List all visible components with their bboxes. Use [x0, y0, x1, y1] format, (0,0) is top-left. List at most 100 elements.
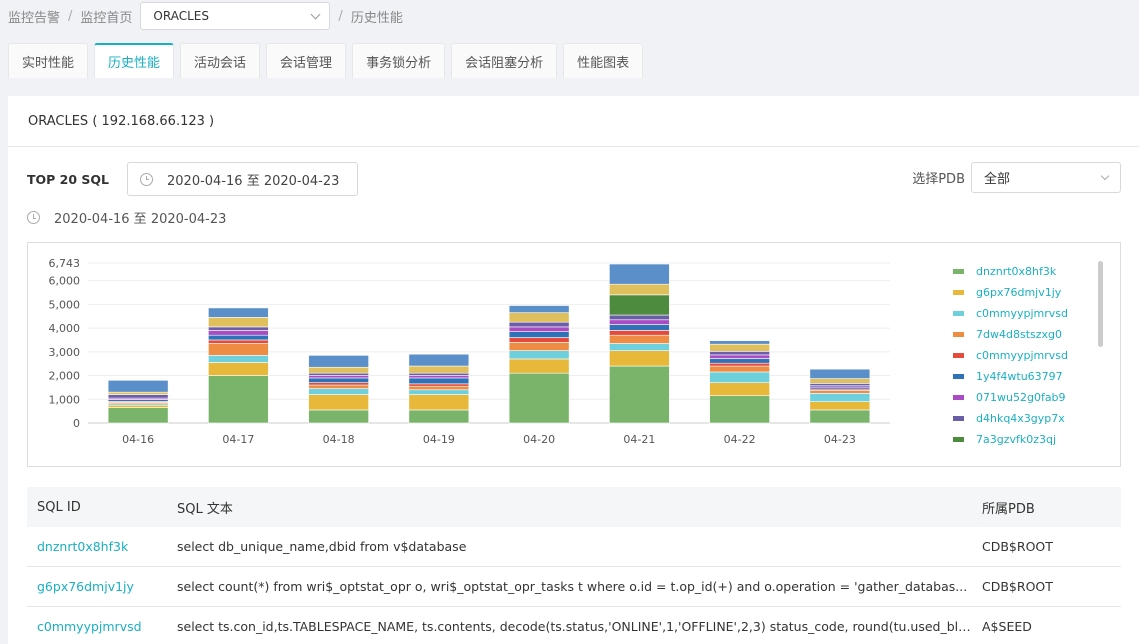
bar-segment[interactable]	[408, 409, 470, 424]
bar-segment[interactable]	[308, 366, 369, 374]
column-header-sql-text[interactable]: SQL 文本	[177, 501, 233, 517]
bar-segment[interactable]	[809, 383, 871, 387]
legend-item[interactable]: c0mmyypjmrvsd	[953, 303, 1083, 324]
tab-transaction-lock-analysis[interactable]: 事务锁分析	[352, 43, 446, 78]
bar-segment[interactable]	[709, 365, 770, 373]
bar-segment[interactable]	[609, 350, 670, 367]
tab-realtime-performance[interactable]: 实时性能	[8, 43, 89, 78]
bar-segment[interactable]	[809, 393, 871, 402]
sql-id-link[interactable]: g6px76dmjv1jy	[37, 579, 134, 594]
bar-segment[interactable]	[208, 330, 269, 336]
bar-segment[interactable]	[609, 283, 670, 296]
bar-segment[interactable]	[308, 382, 369, 386]
bar-segment[interactable]	[809, 409, 871, 424]
breadcrumb-link-alerts[interactable]: 监控告警	[8, 10, 61, 26]
bar-segment[interactable]	[408, 377, 470, 385]
bar-segment[interactable]	[508, 358, 570, 374]
bar-segment[interactable]	[709, 343, 770, 352]
bar-segment[interactable]	[609, 343, 670, 351]
bar-segment[interactable]	[308, 375, 369, 379]
legend-item[interactable]: 071wu52g0fab9	[953, 387, 1083, 408]
bar-segment[interactable]	[308, 394, 369, 411]
bar-segment[interactable]	[408, 383, 470, 387]
bar-segment[interactable]	[709, 340, 770, 345]
legend-item[interactable]: c0mmyypjmrvsd	[953, 345, 1083, 366]
bar-segment[interactable]	[809, 401, 871, 411]
breadcrumb-link-home[interactable]: 监控首页	[80, 10, 133, 26]
bar-segment[interactable]	[609, 330, 670, 336]
bar-segment[interactable]	[709, 395, 770, 424]
bar-segment[interactable]	[107, 391, 169, 395]
sql-id-link[interactable]: dnznrt0x8hf3k	[37, 539, 129, 554]
bar-segment[interactable]	[208, 362, 269, 376]
bar-segment[interactable]	[408, 394, 470, 411]
bar-segment[interactable]	[609, 324, 670, 331]
column-header-pdb[interactable]: 所属PDB	[982, 501, 1035, 517]
legend-item[interactable]: 1y4f4wtu63797	[953, 366, 1083, 387]
bar-segment[interactable]	[609, 319, 670, 325]
bar-segment[interactable]	[508, 326, 570, 332]
bar-segment[interactable]	[308, 372, 369, 376]
bar-segment[interactable]	[709, 351, 770, 356]
bar-segment[interactable]	[208, 355, 269, 363]
bar-segment[interactable]	[508, 337, 570, 343]
bar-segment[interactable]	[809, 368, 871, 379]
tab-session-blocking-analysis[interactable]: 会话阻塞分析	[451, 43, 558, 78]
bar-segment[interactable]	[709, 371, 770, 383]
bar-segment[interactable]	[809, 378, 871, 384]
legend-item[interactable]: dnznrt0x8hf3k	[953, 261, 1083, 282]
legend-scrollbar[interactable]	[1098, 261, 1103, 347]
legend-item[interactable]: 7dw4d8stszxg0	[953, 324, 1083, 345]
bar-segment[interactable]	[508, 350, 570, 360]
pdb-select[interactable]: 全部	[971, 162, 1121, 193]
legend-item[interactable]: g6px76dmjv1jy	[953, 282, 1083, 303]
date-range-picker[interactable]: 2020-04-16 至 2020-04-23	[127, 162, 359, 196]
bar-segment[interactable]	[208, 375, 269, 424]
legend-item[interactable]: 7a3gzvfk0z3qj	[953, 429, 1083, 450]
bar-segment[interactable]	[709, 354, 770, 359]
bar-segment[interactable]	[609, 263, 670, 285]
sql-id-link[interactable]: c0mmyypjmrvsd	[37, 619, 142, 634]
bar-segment[interactable]	[208, 339, 269, 344]
tab-active-sessions[interactable]: 活动会话	[180, 43, 261, 78]
bar-segment[interactable]	[408, 385, 470, 391]
bar-segment[interactable]	[308, 409, 369, 424]
bar-segment[interactable]	[107, 404, 169, 408]
bar-segment[interactable]	[408, 372, 470, 376]
bar-segment[interactable]	[609, 334, 670, 344]
bar-segment[interactable]	[308, 377, 369, 383]
bar-segment[interactable]	[508, 331, 570, 338]
bar-segment[interactable]	[308, 388, 369, 395]
bar-segment[interactable]	[308, 355, 369, 368]
bar-segment[interactable]	[609, 314, 670, 321]
bar-segment[interactable]	[709, 358, 770, 364]
bar-segment[interactable]	[508, 305, 570, 313]
database-select[interactable]: ORACLES	[140, 2, 331, 30]
bar-segment[interactable]	[308, 384, 369, 389]
bar-segment[interactable]	[208, 334, 269, 341]
bar-segment[interactable]	[609, 294, 670, 316]
bar-segment[interactable]	[609, 365, 670, 424]
bar-segment[interactable]	[208, 317, 269, 328]
bar-segment[interactable]	[208, 343, 269, 356]
bar-segment[interactable]	[408, 389, 470, 395]
tab-performance-charts[interactable]: 性能图表	[563, 43, 644, 78]
legend-item[interactable]: d4hkq4x3gyp7x	[953, 408, 1083, 429]
tab-history-performance[interactable]: 历史性能	[94, 43, 175, 78]
bar-segment[interactable]	[107, 407, 169, 424]
bar-segment[interactable]	[508, 321, 570, 328]
bar-segment[interactable]	[709, 362, 770, 367]
bar-segment[interactable]	[408, 365, 470, 374]
bar-segment[interactable]	[408, 353, 470, 367]
bar-segment[interactable]	[107, 379, 169, 393]
bar-segment[interactable]	[508, 372, 570, 424]
column-header-sql-id[interactable]: SQL ID	[37, 499, 81, 515]
bar-segment[interactable]	[408, 375, 470, 379]
bar-segment[interactable]	[107, 394, 169, 399]
bar-segment[interactable]	[508, 342, 570, 351]
bar-segment[interactable]	[709, 382, 770, 397]
bar-segment[interactable]	[809, 390, 871, 394]
bar-segment[interactable]	[208, 307, 269, 318]
bar-segment[interactable]	[208, 326, 269, 331]
tab-session-management[interactable]: 会话管理	[266, 43, 347, 78]
